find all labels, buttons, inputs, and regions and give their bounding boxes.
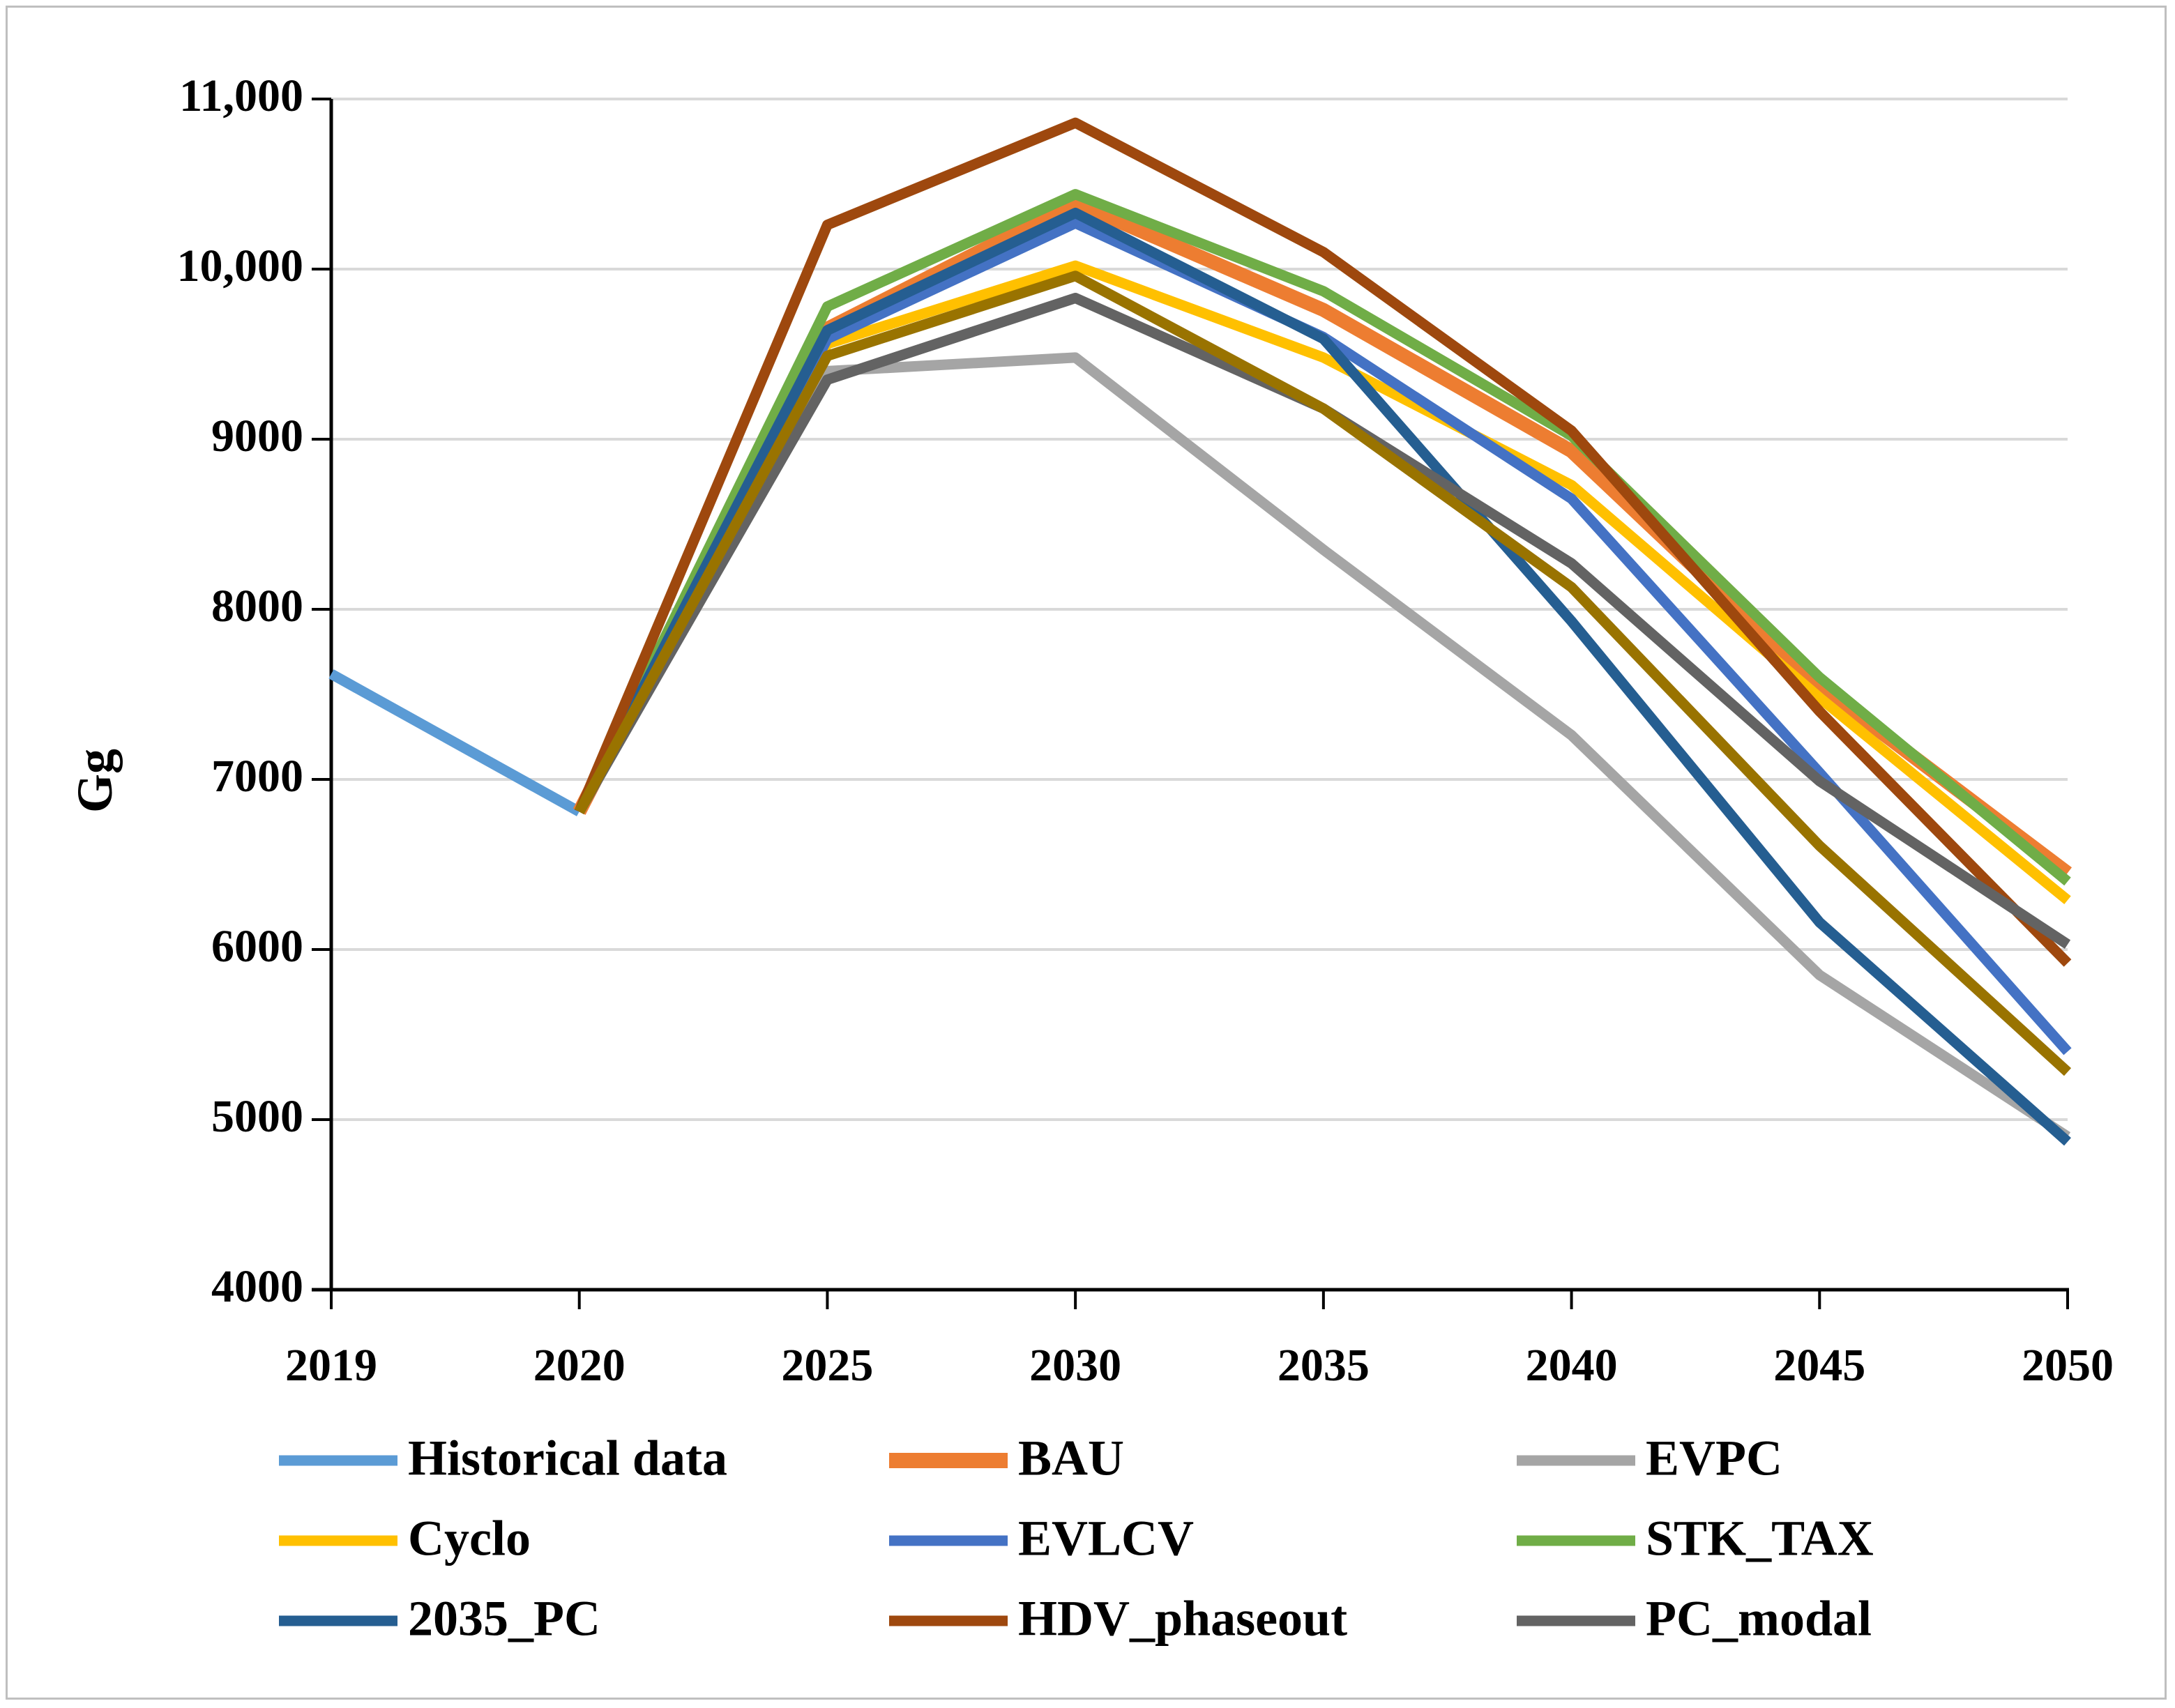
legend-label-evlcv: EVLCV <box>1018 1511 1194 1566</box>
legend: Historical data BAU EVPC Cyclo EVLCV STK_TAX 2… <box>279 1431 1874 1647</box>
x-tick-label: 2040 <box>1526 1340 1618 1391</box>
series-line-stk-tax <box>574 189 2071 886</box>
legend-label-cyclo: Cyclo <box>408 1511 531 1566</box>
y-tick-label: 6000 <box>211 921 303 972</box>
legend-label-bau: BAU <box>1018 1431 1124 1486</box>
y-tick-label: 11,000 <box>179 70 303 121</box>
y-tick-label: 8000 <box>211 581 303 632</box>
x-tick-label: 2035 <box>1278 1340 1370 1391</box>
legend-label-hdv-phaseout: HDV_phaseout <box>1018 1591 1347 1647</box>
axes <box>312 98 2069 1309</box>
y-tick-label: 10,000 <box>177 241 304 291</box>
y-tick-label: 9000 <box>211 411 303 462</box>
series-line-bau <box>573 195 2072 879</box>
x-tick-label: 2019 <box>285 1340 377 1391</box>
series-line-historical-data <box>328 669 582 816</box>
legend-label-pc-modal: PC_modal <box>1646 1591 1872 1647</box>
legend-label-stk-tax: STK_TAX <box>1646 1511 1874 1566</box>
legend-label-historical-data: Historical data <box>408 1431 727 1486</box>
x-tick-label: 2050 <box>2022 1340 2114 1391</box>
gridlines <box>331 98 2068 1121</box>
legend-label-evpc: EVPC <box>1646 1431 1782 1486</box>
series-line-hdv-phaseout <box>574 117 2072 967</box>
y-tick-labels: 4000 5000 6000 7000 8000 9000 10,000 11,000 <box>177 70 304 1312</box>
y-tick-label: 7000 <box>211 751 303 802</box>
series-line-evpc <box>575 352 2071 1141</box>
x-tick-label: 2045 <box>1773 1340 1865 1391</box>
series-line-2035-pc <box>575 207 2071 1146</box>
y-tick-label: 4000 <box>211 1261 303 1312</box>
y-tick-label: 5000 <box>211 1091 303 1142</box>
x-tick-label: 2025 <box>781 1340 873 1391</box>
x-tick-label: 2020 <box>533 1340 626 1391</box>
y-axis-title: Gg <box>67 749 123 813</box>
series-line-unlabeled-9 <box>575 270 2072 1076</box>
x-tick-label: 2030 <box>1029 1340 1121 1391</box>
legend-label-2035-pc: 2035_PC <box>408 1591 600 1647</box>
chart-frame <box>6 6 2167 1700</box>
x-tick-labels: 2019 2020 2025 2030 2035 2040 2045 2050 <box>285 1340 2114 1391</box>
series-lines <box>328 117 2072 1146</box>
